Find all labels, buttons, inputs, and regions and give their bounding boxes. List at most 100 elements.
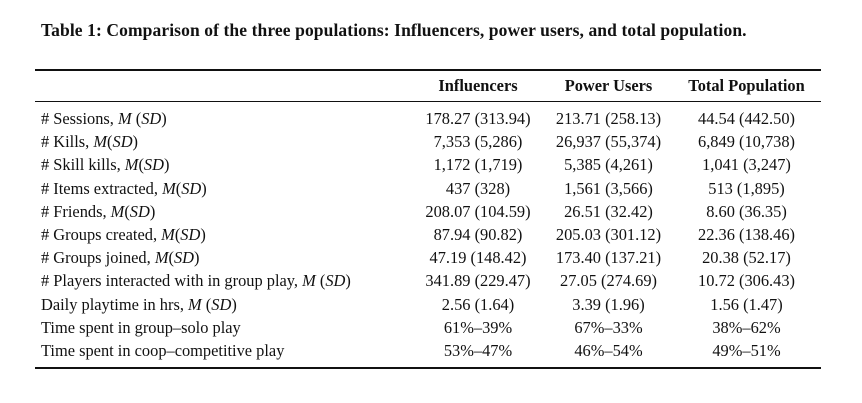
row-label-text: Time spent in group–solo play: [41, 317, 241, 337]
row-label-sd: SD: [141, 109, 162, 128]
row-label-close: ): [161, 109, 167, 128]
row-label: # Sessions, M (SD): [35, 101, 411, 130]
row-label-paren: (: [124, 201, 130, 221]
row-label-sd: SD: [180, 225, 201, 245]
row-label: # Players interacted with in group play,…: [35, 269, 411, 292]
row-label-paren: (: [201, 294, 212, 314]
table-row: Time spent in coop–competitive play 53%–4…: [35, 339, 821, 362]
table-row: # Groups created, M(SD) 87.94 (90.82) 205.…: [35, 223, 821, 246]
row-label-sd: SD: [181, 178, 202, 198]
row-label: # Kills, M(SD): [35, 130, 411, 153]
row-label-text: # Skill kills,: [41, 155, 125, 175]
row-label-paren: (: [131, 109, 142, 128]
row-label-text: # Sessions,: [41, 109, 118, 128]
row-label-stat: M: [110, 201, 125, 221]
comparison-table: Influencers Power Users Total Population…: [35, 70, 821, 362]
cell-total-population: 38%–62%: [712, 317, 781, 337]
cell-power-users: 205.03 (301.12): [555, 225, 662, 245]
row-label-text: Time spent in coop–competitive play: [41, 341, 285, 361]
row-label-paren: (: [175, 178, 182, 198]
table-bottom-rule: [35, 367, 821, 369]
cell-influencers: 341.89 (229.47): [425, 271, 531, 291]
row-label-stat: M: [161, 225, 175, 245]
row-label-close: ): [132, 132, 139, 152]
cell-influencers: 61%–39%: [443, 317, 513, 337]
row-label: Time spent in coop–competitive play: [35, 339, 411, 362]
cell-total-population: 513 (1,895): [708, 178, 785, 198]
cell-total-population: 6,849 (10,738): [698, 132, 795, 152]
table-row: # Skill kills, M(SD) 1,172 (1,719) 5,385 (…: [35, 153, 821, 176]
cell-influencers: 178.27 (313.94): [425, 109, 531, 128]
row-label-paren: (: [107, 132, 113, 152]
row-label: Time spent in group–solo play: [35, 316, 411, 339]
cell-total-population: 1.56 (1.47): [710, 294, 783, 314]
row-label-stat: M: [93, 132, 108, 152]
row-label-sd: SD: [129, 201, 150, 221]
row-label-stat: M: [124, 155, 139, 175]
cell-power-users: 213.71 (258.13): [555, 109, 662, 128]
row-label-close: ): [194, 248, 200, 268]
row-label-sd: SD: [325, 271, 346, 291]
header-cell-influencers: Influencers: [438, 75, 518, 95]
row-label-text: # Groups joined,: [41, 248, 155, 268]
row-label-text: # Kills,: [41, 132, 94, 152]
row-label-sd: SD: [112, 132, 133, 152]
cell-total-population: 8.60 (36.35): [706, 201, 787, 221]
row-label: # Groups joined, M(SD): [35, 246, 411, 269]
cell-total-population: 49%–51%: [712, 341, 781, 361]
cell-power-users: 3.39 (1.96): [572, 294, 645, 314]
row-label-close: ): [201, 178, 207, 198]
table-row: # Kills, M(SD) 7,353 (5,286) 26,937 (55,37…: [35, 130, 821, 153]
row-label-stat: M: [188, 294, 202, 314]
table-header-row: Influencers Power Users Total Population: [35, 70, 821, 101]
row-label-sd: SD: [211, 294, 232, 314]
row-label-text: # Players interacted with in group play,: [41, 271, 303, 291]
cell-power-users: 5,385 (4,261): [564, 155, 653, 175]
row-label-stat: M: [154, 248, 169, 268]
header-cell-power-users: Power Users: [564, 75, 653, 95]
table-row: # Friends, M(SD) 208.07 (104.59) 26.51 (32…: [35, 200, 821, 223]
table-header-rule: [35, 101, 821, 102]
row-label-text: # Items extracted,: [41, 178, 163, 198]
row-label-paren: (: [174, 225, 181, 245]
table-top-rule: [35, 69, 821, 71]
cell-total-population: 22.36 (138.46): [698, 225, 795, 245]
cell-power-users: 67%–33%: [574, 317, 643, 337]
row-label: Daily playtime in hrs, M (SD): [35, 293, 411, 316]
row-label-text: # Friends,: [41, 201, 111, 221]
row-label-close: ): [149, 201, 156, 221]
row-label: # Groups created, M(SD): [35, 223, 411, 246]
cell-influencers: 7,353 (5,286): [433, 132, 523, 152]
row-label-stat: M: [302, 271, 316, 291]
cell-total-population: 20.38 (52.17): [702, 248, 791, 268]
cell-power-users: 46%–54%: [574, 341, 643, 361]
row-label: # Items extracted, M(SD): [35, 177, 411, 200]
cell-power-users: 26,937 (55,374): [555, 132, 662, 152]
header-cell-total-population: Total Population: [688, 75, 805, 95]
cell-power-users: 27.05 (274.69): [560, 271, 657, 291]
cell-influencers: 2.56 (1.64): [441, 294, 515, 314]
cell-total-population: 10.72 (306.43): [698, 271, 795, 291]
cell-power-users: 173.40 (137.21): [555, 248, 662, 268]
row-label-close: ): [163, 155, 170, 175]
row-label-paren: (: [315, 271, 326, 291]
cell-influencers: 1,172 (1,719): [433, 155, 523, 175]
header-cell-metric: [35, 70, 411, 101]
row-label-text: # Groups created,: [41, 225, 162, 245]
row-label-close: ): [200, 225, 206, 245]
row-label: # Skill kills, M(SD): [35, 153, 411, 176]
table-row: # Items extracted, M(SD) 437 (328) 1,561 (…: [35, 177, 821, 200]
cell-influencers: 53%–47%: [443, 341, 513, 361]
row-label-stat: M: [162, 178, 176, 198]
table-row: Daily playtime in hrs, M (SD) 2.56 (1.64)…: [35, 293, 821, 316]
row-label-sd: SD: [173, 248, 194, 268]
row-label: # Friends, M(SD): [35, 200, 411, 223]
cell-power-users: 1,561 (3,566): [564, 178, 653, 198]
table-row: # Groups joined, M(SD) 47.19 (148.42) 173.…: [35, 246, 821, 269]
table-caption: Table 1: Comparison of the three populat…: [41, 20, 747, 40]
row-label-close: ): [231, 294, 237, 314]
row-label-stat: M: [117, 109, 132, 128]
row-label-text: Daily playtime in hrs,: [41, 294, 189, 314]
cell-influencers: 87.94 (90.82): [433, 225, 523, 245]
cell-influencers: 47.19 (148.42): [429, 248, 527, 268]
